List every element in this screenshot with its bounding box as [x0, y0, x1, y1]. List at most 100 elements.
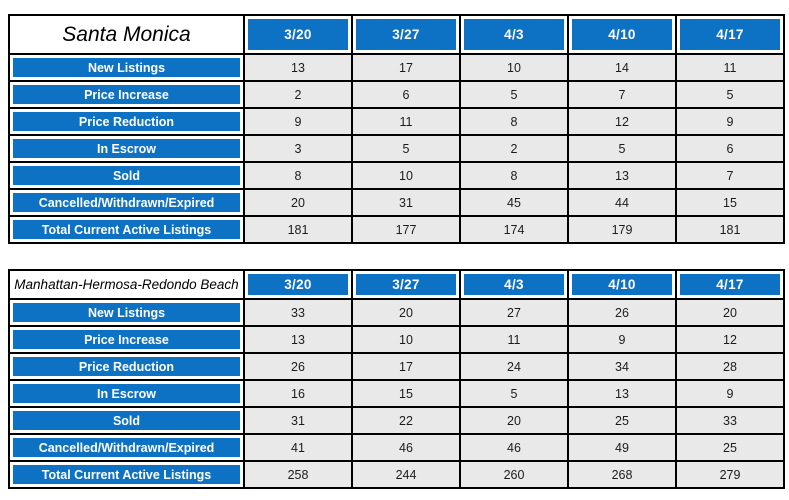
row-label-cell: Cancelled/Withdrawn/Expired — [8, 433, 245, 462]
value-cell: 8 — [243, 161, 353, 190]
table-header-row: Manhattan-Hermosa-Redondo Beach 3/20 3/2… — [8, 269, 785, 300]
table-row-sold: Sold 31 22 20 25 33 — [8, 406, 785, 435]
row-label-cell: New Listings — [8, 298, 245, 327]
value-cell: 244 — [351, 460, 461, 489]
table-row-price-increase: Price Increase 2 6 5 7 5 — [8, 80, 785, 109]
row-label-cell: Price Reduction — [8, 352, 245, 381]
value-cell: 10 — [351, 325, 461, 354]
table-spacer — [8, 244, 789, 269]
value-cell: 177 — [351, 215, 461, 244]
value-cell: 258 — [243, 460, 353, 489]
value-cell: 31 — [351, 188, 461, 217]
table-row-cancelled-withdrawn-expired: Cancelled/Withdrawn/Expired 41 46 46 49 … — [8, 433, 785, 462]
value-cell: 7 — [675, 161, 785, 190]
row-label-cell: Cancelled/Withdrawn/Expired — [8, 188, 245, 217]
value-cell: 181 — [675, 215, 785, 244]
column-header-date: 4/10 — [567, 269, 677, 300]
value-cell: 34 — [567, 352, 677, 381]
table-title: Manhattan-Hermosa-Redondo Beach — [8, 269, 245, 300]
value-cell: 20 — [351, 298, 461, 327]
value-cell: 11 — [675, 53, 785, 82]
table-title: Santa Monica — [8, 14, 245, 55]
value-cell: 44 — [567, 188, 677, 217]
table-header-row: Santa Monica 3/20 3/27 4/3 4/10 4/17 — [8, 14, 785, 55]
value-cell: 2 — [459, 134, 569, 163]
value-cell: 27 — [459, 298, 569, 327]
value-cell: 11 — [459, 325, 569, 354]
value-cell: 9 — [243, 107, 353, 136]
value-cell: 260 — [459, 460, 569, 489]
value-cell: 7 — [567, 80, 677, 109]
value-cell: 179 — [567, 215, 677, 244]
value-cell: 5 — [459, 80, 569, 109]
column-header-date: 4/3 — [459, 269, 569, 300]
value-cell: 3 — [243, 134, 353, 163]
value-cell: 11 — [351, 107, 461, 136]
value-cell: 26 — [243, 352, 353, 381]
table-row-in-escrow: In Escrow 16 15 5 13 9 — [8, 379, 785, 408]
value-cell: 13 — [243, 53, 353, 82]
row-label-cell: Price Increase — [8, 80, 245, 109]
table-row-total-active-listings: Total Current Active Listings 258 244 26… — [8, 460, 785, 489]
row-label-cell: New Listings — [8, 53, 245, 82]
column-header-date: 3/20 — [243, 14, 353, 55]
column-header-date: 3/20 — [243, 269, 353, 300]
value-cell: 31 — [243, 406, 353, 435]
value-cell: 15 — [351, 379, 461, 408]
value-cell: 5 — [567, 134, 677, 163]
value-cell: 8 — [459, 107, 569, 136]
value-cell: 25 — [567, 406, 677, 435]
column-header-date: 3/27 — [351, 14, 461, 55]
table-row-price-reduction: Price Reduction 9 11 8 12 9 — [8, 107, 785, 136]
value-cell: 49 — [567, 433, 677, 462]
value-cell: 33 — [675, 406, 785, 435]
value-cell: 13 — [567, 161, 677, 190]
value-cell: 41 — [243, 433, 353, 462]
value-cell: 46 — [459, 433, 569, 462]
santa-monica-table: Santa Monica 3/20 3/27 4/3 4/10 4/17 New… — [8, 14, 785, 244]
value-cell: 12 — [675, 325, 785, 354]
value-cell: 9 — [675, 107, 785, 136]
value-cell: 14 — [567, 53, 677, 82]
value-cell: 33 — [243, 298, 353, 327]
value-cell: 5 — [351, 134, 461, 163]
value-cell: 5 — [459, 379, 569, 408]
table-row-total-active-listings: Total Current Active Listings 181 177 17… — [8, 215, 785, 244]
value-cell: 9 — [675, 379, 785, 408]
row-label-cell: In Escrow — [8, 134, 245, 163]
value-cell: 6 — [351, 80, 461, 109]
value-cell: 46 — [351, 433, 461, 462]
value-cell: 10 — [459, 53, 569, 82]
value-cell: 26 — [567, 298, 677, 327]
value-cell: 20 — [459, 406, 569, 435]
value-cell: 15 — [675, 188, 785, 217]
value-cell: 28 — [675, 352, 785, 381]
value-cell: 17 — [351, 352, 461, 381]
column-header-date: 4/3 — [459, 14, 569, 55]
row-label-cell: Sold — [8, 161, 245, 190]
table-row-sold: Sold 8 10 8 13 7 — [8, 161, 785, 190]
row-label-cell: Price Reduction — [8, 107, 245, 136]
value-cell: 22 — [351, 406, 461, 435]
value-cell: 25 — [675, 433, 785, 462]
table-row-new-listings: New Listings 13 17 10 14 11 — [8, 53, 785, 82]
value-cell: 24 — [459, 352, 569, 381]
value-cell: 10 — [351, 161, 461, 190]
row-label-cell: In Escrow — [8, 379, 245, 408]
manhattan-hermosa-redondo-table: Manhattan-Hermosa-Redondo Beach 3/20 3/2… — [8, 269, 785, 489]
table-row-cancelled-withdrawn-expired: Cancelled/Withdrawn/Expired 20 31 45 44 … — [8, 188, 785, 217]
table-row-in-escrow: In Escrow 3 5 2 5 6 — [8, 134, 785, 163]
row-label-cell: Total Current Active Listings — [8, 215, 245, 244]
value-cell: 279 — [675, 460, 785, 489]
column-header-date: 4/17 — [675, 14, 785, 55]
value-cell: 20 — [675, 298, 785, 327]
column-header-date: 3/27 — [351, 269, 461, 300]
value-cell: 13 — [567, 379, 677, 408]
value-cell: 6 — [675, 134, 785, 163]
value-cell: 181 — [243, 215, 353, 244]
column-header-date: 4/17 — [675, 269, 785, 300]
table-row-price-increase: Price Increase 13 10 11 9 12 — [8, 325, 785, 354]
column-header-date: 4/10 — [567, 14, 677, 55]
value-cell: 174 — [459, 215, 569, 244]
